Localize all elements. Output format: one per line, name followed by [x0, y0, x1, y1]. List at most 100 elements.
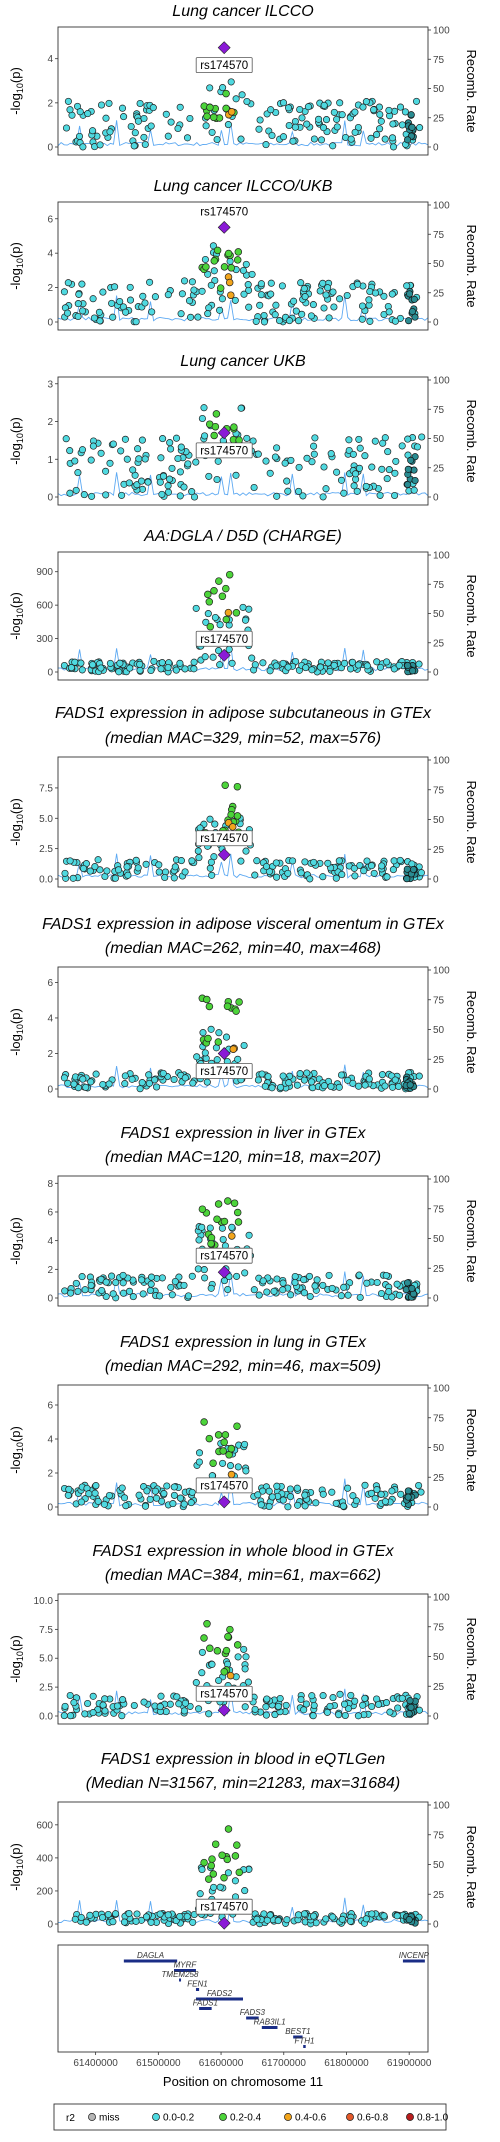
- gene-bar: [179, 1978, 182, 1982]
- y-tick-label: 0.0: [39, 1712, 53, 1723]
- data-point: [409, 865, 418, 874]
- data-point: [320, 463, 328, 471]
- data-point: [391, 469, 399, 477]
- y2-tick-label: 75: [433, 995, 445, 1006]
- panel-title: FADS1 expression in blood in eQTLGen: [101, 1751, 385, 1768]
- y2-tick-label: 0: [433, 668, 439, 679]
- data-point: [367, 1489, 376, 1497]
- data-point: [273, 492, 281, 500]
- data-point: [361, 452, 369, 460]
- data-point: [322, 291, 330, 299]
- data-point: [284, 104, 293, 112]
- data-point: [237, 404, 245, 412]
- data-point: [273, 444, 281, 452]
- data-point: [194, 313, 202, 321]
- data-point: [309, 1712, 317, 1720]
- data-point: [206, 815, 214, 823]
- data-point: [403, 875, 411, 883]
- y2-tick-label: 50: [433, 609, 445, 620]
- data-point: [220, 1438, 228, 1446]
- x-tick-label: 61900000: [387, 2058, 432, 2069]
- data-point: [71, 457, 79, 465]
- data-point: [224, 1869, 232, 1877]
- data-point: [276, 1694, 284, 1703]
- data-point: [389, 120, 397, 128]
- plot-frame: [57, 1175, 429, 1307]
- data-point: [207, 281, 215, 289]
- gene-label: RAB3IL1: [254, 2018, 286, 2027]
- label-box: [195, 57, 253, 74]
- data-point: [226, 257, 234, 265]
- data-point: [208, 871, 216, 879]
- data-point: [75, 290, 83, 298]
- data-point: [340, 489, 348, 497]
- y-tick-label: 6: [47, 1207, 53, 1218]
- data-point: [213, 1647, 222, 1655]
- data-point: [348, 658, 357, 666]
- data-point: [289, 857, 297, 865]
- data-point: [235, 998, 243, 1006]
- data-point: [355, 435, 363, 443]
- y-tick-label: 10.0: [34, 1596, 54, 1607]
- data-point: [407, 111, 415, 119]
- data-point: [174, 124, 182, 133]
- data-point: [224, 121, 232, 129]
- data-point: [60, 288, 68, 296]
- y2-tick-label: 50: [433, 434, 445, 445]
- data-point: [233, 1841, 241, 1849]
- data-point: [143, 1487, 151, 1495]
- data-point: [176, 468, 184, 476]
- data-point: [381, 1497, 389, 1506]
- y2-tick-label: 0: [433, 1920, 439, 1931]
- data-point: [237, 857, 245, 865]
- data-point: [79, 1075, 87, 1083]
- data-point: [281, 459, 289, 467]
- plot-frame: [57, 376, 429, 506]
- panel-subtitle: (median MAC=329, min=52, max=576): [105, 730, 381, 747]
- data-point: [181, 665, 189, 673]
- data-point: [382, 1271, 390, 1280]
- data-point: [67, 664, 75, 672]
- data-point: [98, 1913, 107, 1922]
- y2-tick-label: 100: [433, 1593, 450, 1604]
- data-point: [240, 290, 248, 298]
- data-point: [304, 103, 312, 111]
- plot-frame: [57, 201, 429, 331]
- data-point: [358, 315, 366, 323]
- data-point: [319, 124, 328, 132]
- data-point: [213, 1056, 221, 1064]
- data-point: [145, 1079, 153, 1087]
- data-point: [232, 609, 241, 617]
- gene-label: FADS1: [193, 1999, 218, 2008]
- data-point: [203, 995, 211, 1004]
- data-point: [373, 1278, 381, 1287]
- data-point: [171, 1277, 179, 1286]
- data-point: [308, 458, 316, 466]
- lead-snp-name: rs174570: [200, 1480, 248, 1492]
- data-point: [64, 279, 72, 287]
- data-point: [183, 134, 192, 142]
- data-point: [103, 867, 111, 875]
- lead-snp-label: rs174570: [195, 630, 253, 647]
- data-point: [151, 293, 159, 301]
- data-point: [218, 592, 227, 601]
- y2-tick-label: 25: [433, 845, 445, 856]
- data-point: [388, 1293, 396, 1301]
- data-point: [147, 666, 155, 675]
- data-point: [287, 456, 295, 464]
- data-point: [66, 1712, 75, 1720]
- data-point: [309, 1084, 317, 1092]
- data-point: [219, 1235, 227, 1244]
- y2-tick-label: 0: [433, 1712, 439, 1723]
- data-point: [164, 482, 172, 490]
- data-point: [346, 1917, 355, 1925]
- data-point: [121, 1080, 129, 1088]
- data-point: [156, 1292, 164, 1300]
- data-point: [215, 1029, 223, 1037]
- data-point: [381, 1082, 389, 1090]
- y-tick-label: 2: [47, 417, 53, 428]
- data-point: [137, 477, 146, 485]
- data-point: [327, 450, 335, 458]
- data-point: [208, 1660, 216, 1668]
- data-point: [355, 464, 364, 472]
